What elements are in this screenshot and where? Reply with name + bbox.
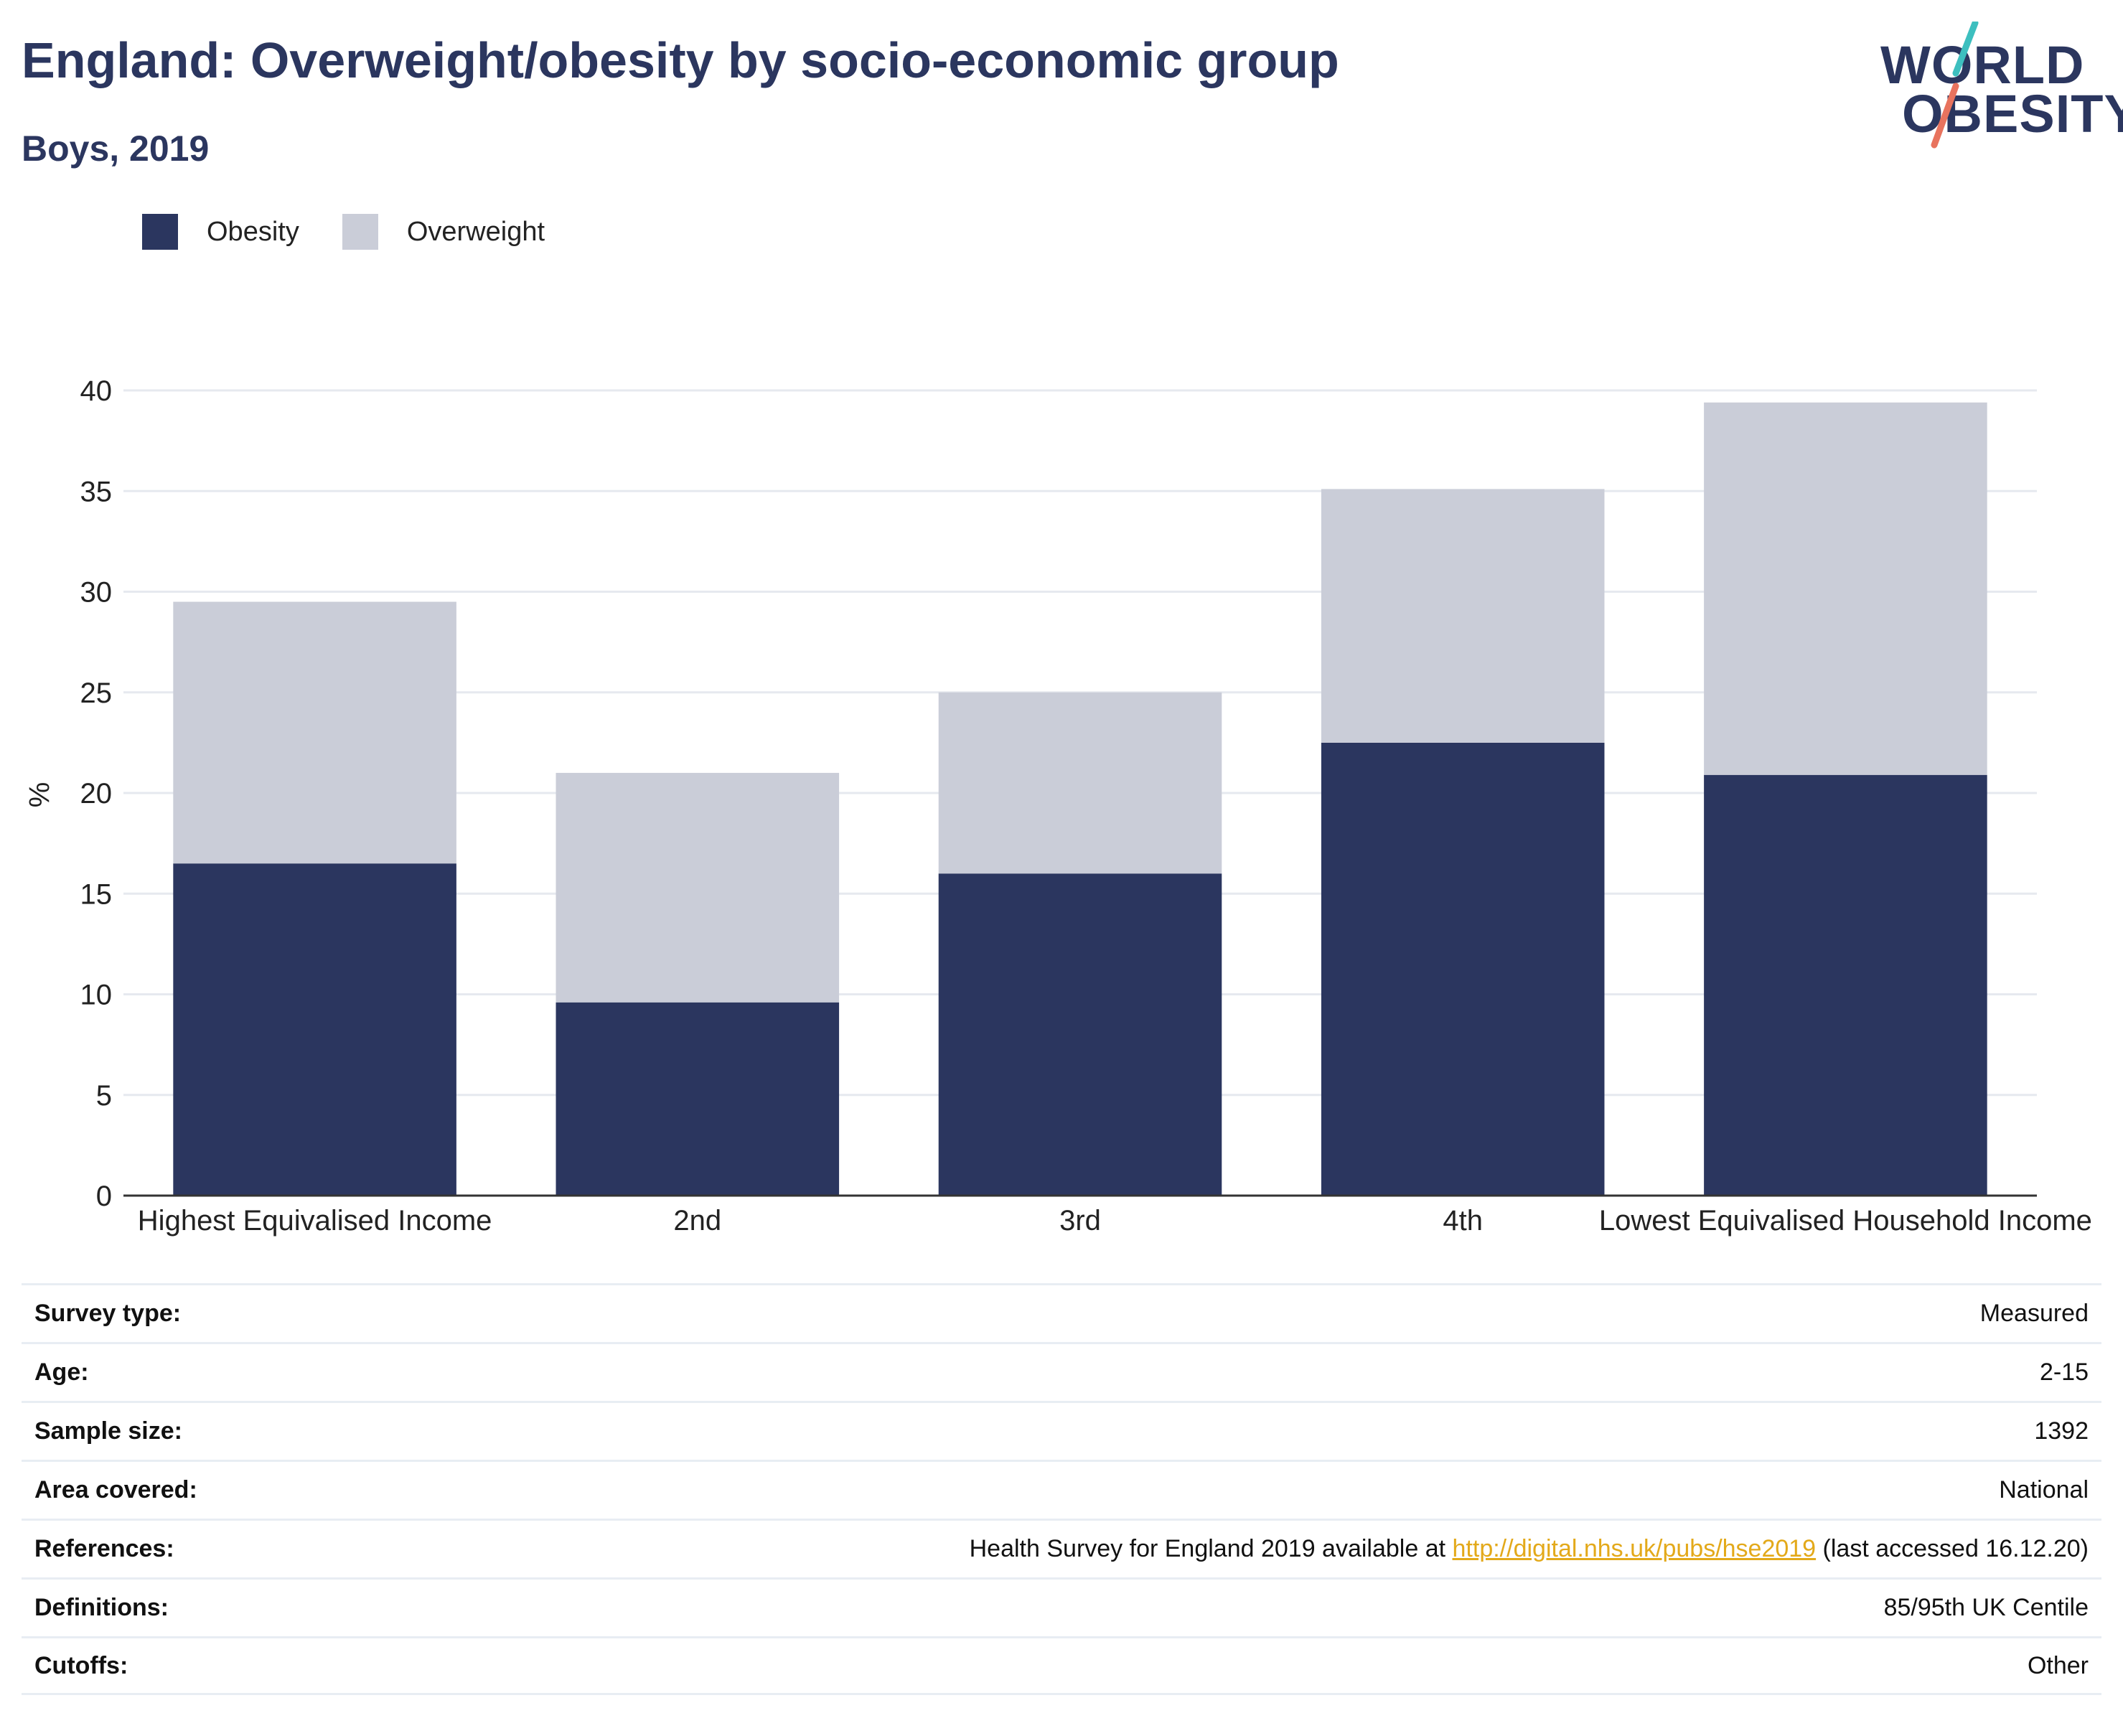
meta-value: Measured bbox=[1979, 1300, 2089, 1327]
bar-overweight bbox=[556, 772, 840, 1003]
y-tick-label: 30 bbox=[80, 577, 113, 609]
x-tick-label: 3rd bbox=[1059, 1205, 1101, 1237]
meta-row-definitions: Definitions: 85/95th UK Centile bbox=[22, 1577, 2101, 1636]
logo-text-world: WORLD bbox=[1880, 35, 2085, 95]
meta-key: Definitions: bbox=[34, 1594, 169, 1621]
stacked-bar-chart: 0 5 10 15 20 25 30 35 40 Highest Equivalised Inco… bbox=[80, 375, 2092, 1237]
bar-overweight bbox=[938, 692, 1222, 874]
reference-accessed: (last accessed 16.12.20) bbox=[1816, 1535, 2089, 1562]
y-tick-label: 25 bbox=[80, 677, 113, 709]
survey-metadata-table: Survey type: Measured Age: 2-15 Sample s… bbox=[22, 1283, 2101, 1695]
legend-label: Obesity bbox=[207, 216, 299, 247]
bar-obesity bbox=[556, 1002, 840, 1196]
bar-overweight bbox=[1321, 489, 1605, 743]
bar-overweight bbox=[173, 601, 456, 864]
legend-label: Overweight bbox=[406, 216, 545, 247]
y-tick-label: 35 bbox=[80, 476, 113, 507]
bar-obesity bbox=[173, 863, 456, 1196]
x-tick-label: Lowest Equivalised Household Income bbox=[1599, 1205, 2092, 1237]
y-tick-label: 15 bbox=[80, 878, 113, 910]
meta-row-cutoffs: Cutoffs: Other bbox=[22, 1636, 2101, 1695]
y-tick-label: 20 bbox=[80, 778, 113, 810]
meta-row-references: References: Health Survey for England 20… bbox=[22, 1519, 2101, 1577]
chart-subtitle: Boys, 2019 bbox=[22, 128, 210, 169]
y-tick-label: 10 bbox=[80, 980, 113, 1011]
bar-obesity bbox=[938, 873, 1222, 1196]
meta-key: References: bbox=[34, 1535, 174, 1562]
meta-key: Area covered: bbox=[34, 1476, 197, 1503]
meta-row-age: Age: 2-15 bbox=[22, 1342, 2101, 1401]
meta-key: Survey type: bbox=[34, 1300, 182, 1327]
meta-value: 85/95th UK Centile bbox=[1883, 1594, 2089, 1621]
logo-slash-icon bbox=[1931, 22, 1979, 149]
meta-value: 2-15 bbox=[2039, 1359, 2089, 1386]
meta-row-survey-type: Survey type: Measured bbox=[22, 1283, 2101, 1342]
y-tick-label: 5 bbox=[96, 1080, 112, 1112]
legend-swatch-overweight bbox=[342, 214, 378, 250]
y-tick-label: 0 bbox=[96, 1181, 112, 1212]
bar-overweight bbox=[1704, 402, 1987, 775]
meta-value: National bbox=[1999, 1476, 2089, 1503]
meta-value: 1392 bbox=[2034, 1417, 2089, 1445]
reference-link[interactable]: http://digital.nhs.uk/pubs/hse2019 bbox=[1452, 1535, 1817, 1562]
meta-key: Sample size: bbox=[34, 1417, 182, 1445]
meta-value: Health Survey for England 2019 available… bbox=[970, 1535, 2089, 1563]
bar-obesity bbox=[1704, 774, 1987, 1196]
world-obesity-logo: WORLD OBESITY bbox=[1866, 22, 2123, 158]
reference-text: Health Survey for England 2019 available… bbox=[969, 1535, 1453, 1562]
meta-row-sample-size: Sample size: 1392 bbox=[22, 1401, 2101, 1460]
legend-item-overweight[interactable]: Overweight bbox=[342, 214, 545, 250]
chart-legend: Obesity Overweight bbox=[142, 214, 588, 250]
x-tick-label: 4th bbox=[1443, 1205, 1483, 1237]
chart-title: England: Overweight/obesity by socio-eco… bbox=[22, 32, 1339, 88]
legend-swatch-obesity bbox=[142, 214, 178, 250]
bar-obesity bbox=[1321, 742, 1605, 1196]
legend-item-obesity[interactable]: Obesity bbox=[142, 214, 299, 250]
x-tick-label: Highest Equivalised Income bbox=[138, 1205, 492, 1237]
meta-key: Cutoffs: bbox=[34, 1651, 128, 1679]
y-tick-label: 40 bbox=[80, 375, 113, 407]
x-tick-label: 2nd bbox=[673, 1205, 721, 1237]
meta-key: Age: bbox=[34, 1359, 89, 1386]
meta-value: Other bbox=[2027, 1651, 2089, 1679]
meta-row-area-covered: Area covered: National bbox=[22, 1460, 2101, 1519]
